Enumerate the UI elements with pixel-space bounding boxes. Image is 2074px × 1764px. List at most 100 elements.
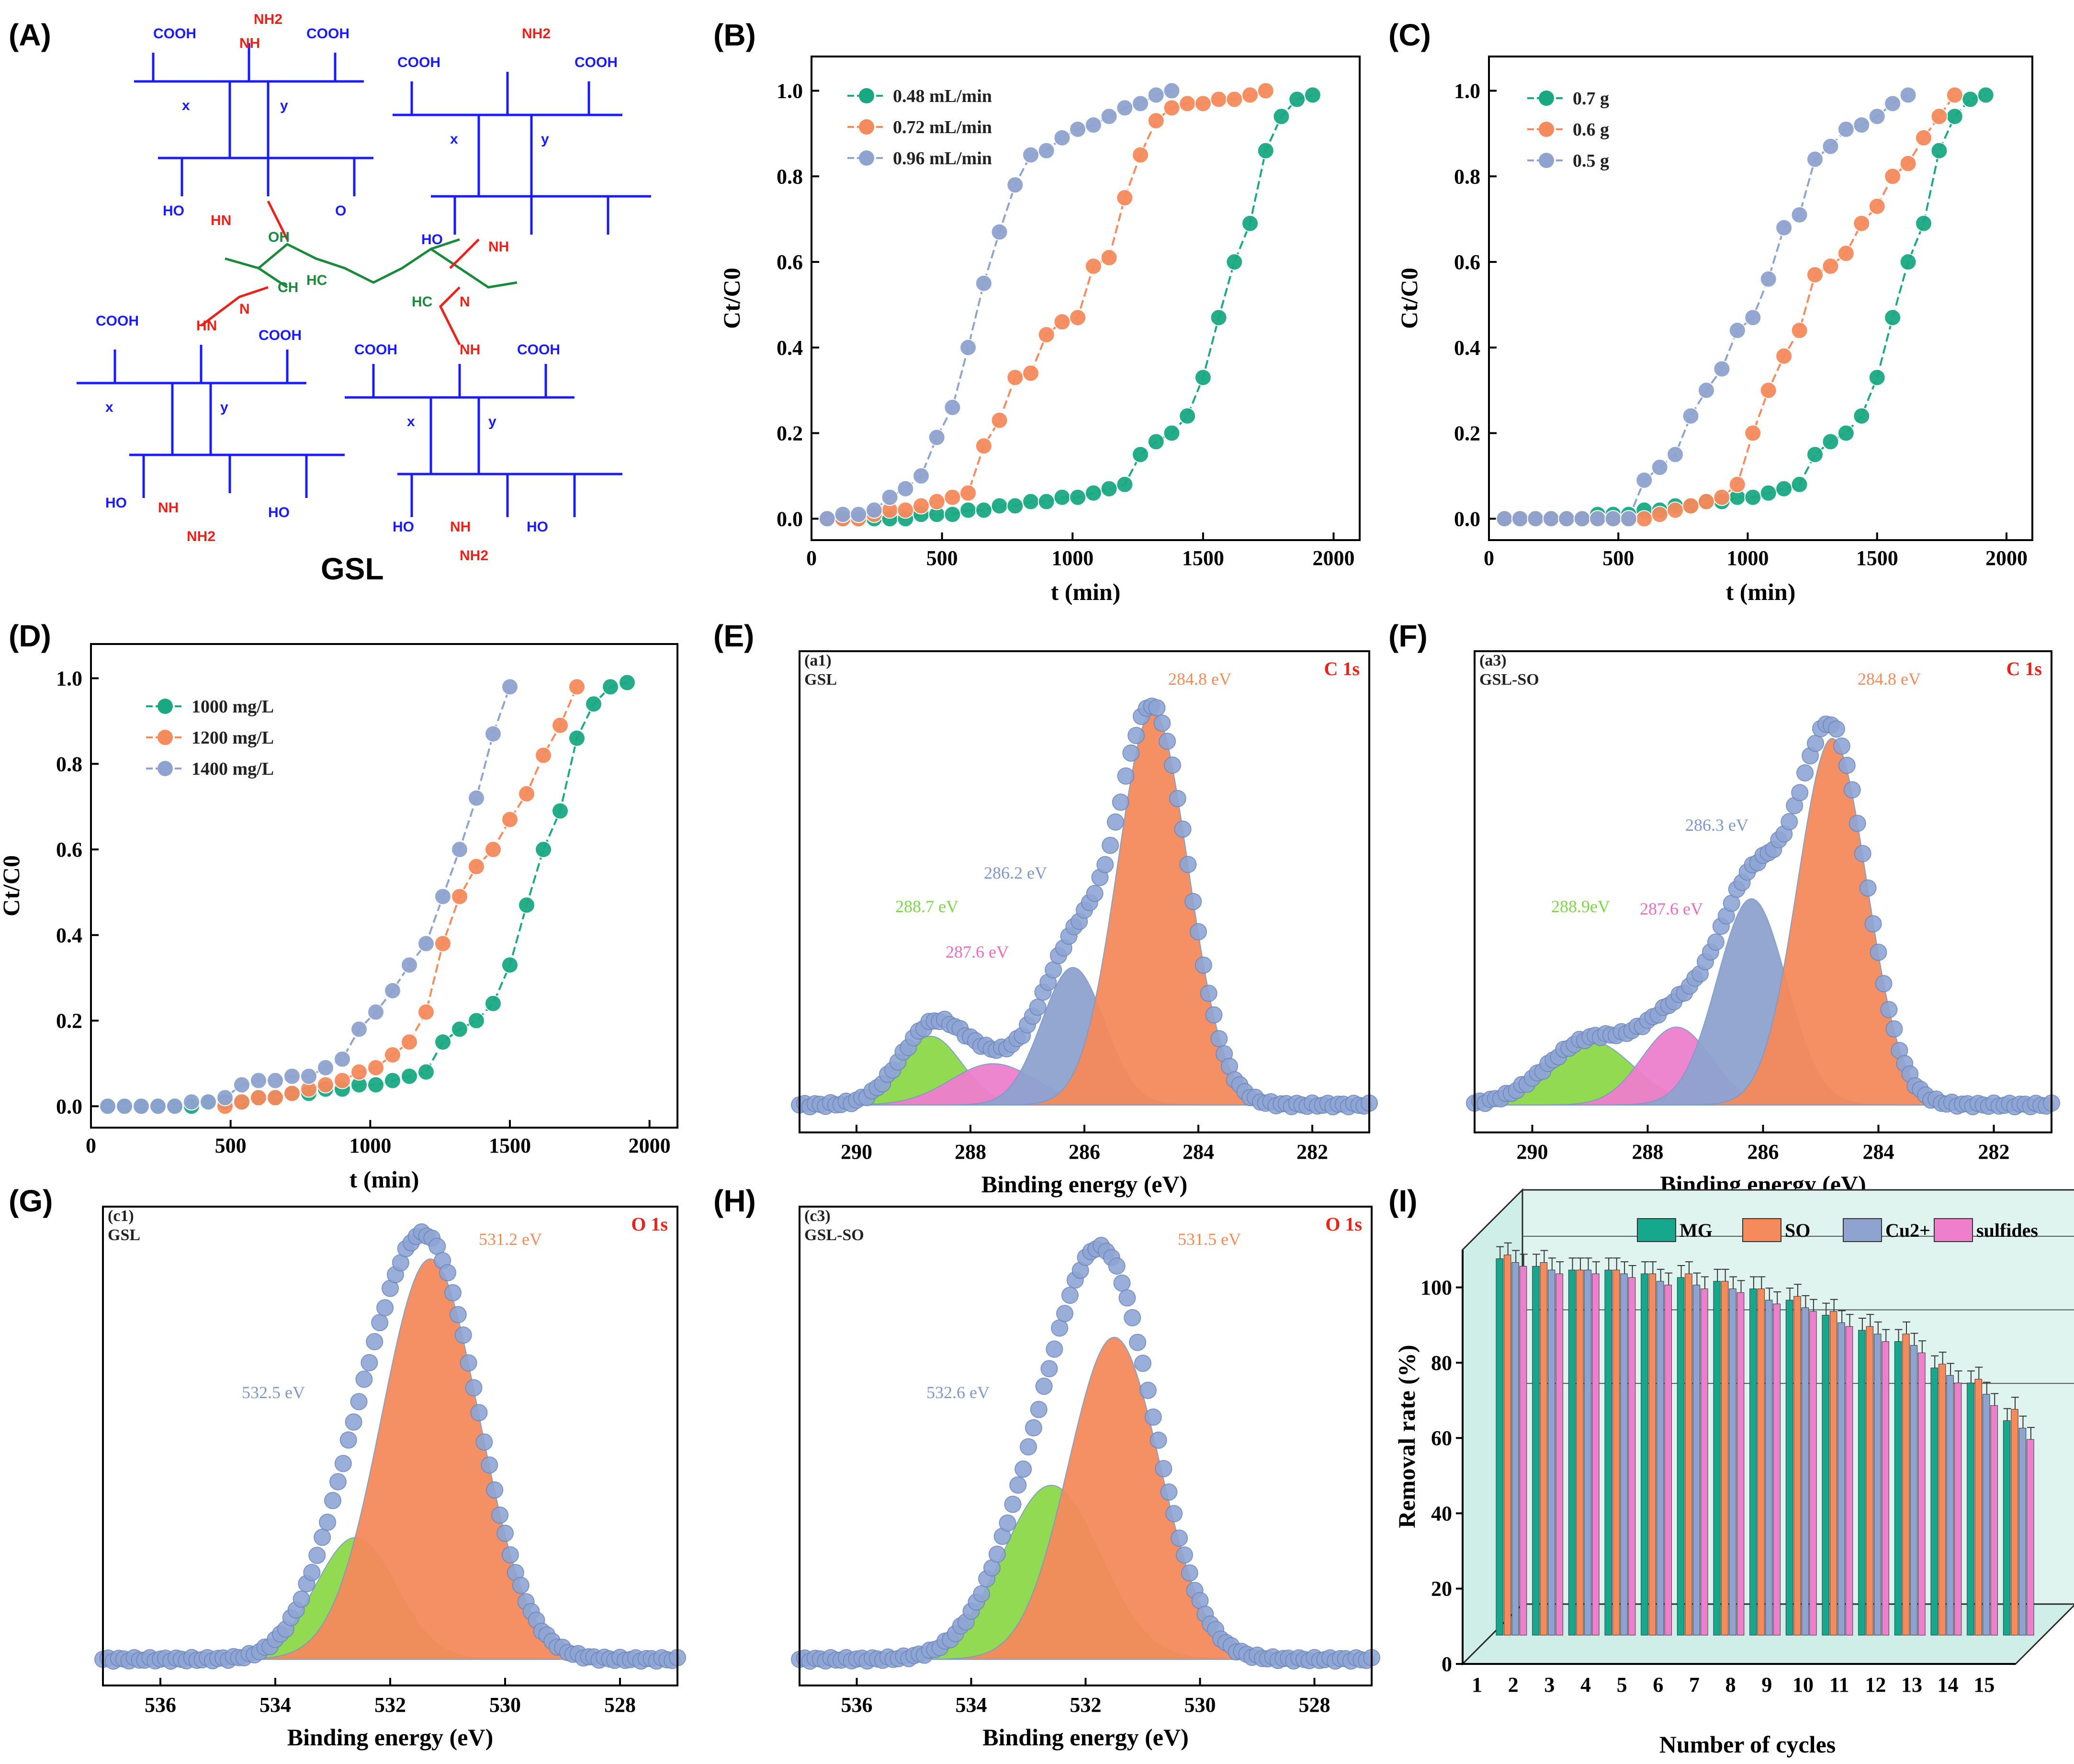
data-point-c [1853,215,1871,232]
x-tick-label-h: 536 [841,1693,873,1717]
data-point-b [1163,424,1181,442]
envelope-point-f [1827,720,1845,738]
x-tick-label-i: 8 [1725,1673,1736,1696]
region-label-g: O 1s [631,1213,668,1235]
data-point-d [350,1020,368,1038]
chem-cooh-6: COOH [259,328,302,343]
y-tick-label-b: 0.2 [777,422,803,445]
chem-y-3: y [220,399,228,415]
legend-label-c: 0.5 g [1573,151,1609,171]
x-tick-label-e: 282 [1296,1140,1328,1164]
envelope-point-h [1046,1340,1063,1358]
chem-hc-2: HC [412,294,432,310]
data-point-d [384,982,401,999]
data-point-c [1806,150,1824,168]
envelope-point-g [361,1354,378,1371]
envelope-point-e [1122,744,1140,762]
legend-marker-b [859,88,874,103]
chem-cooh-8: COOH [517,342,560,358]
x-tick-label-i: 12 [1865,1673,1886,1696]
data-point-c [1728,322,1746,339]
data-point-d [384,1046,401,1064]
chem-cooh-7: COOH [354,342,397,358]
legend-marker-b [859,119,874,135]
data-point-d [468,789,485,807]
chem-cooh-5: COOH [96,313,139,329]
chem-ho-2: HO [421,232,443,248]
envelope-point-g [334,1455,352,1472]
data-point-b [1006,497,1024,515]
data-point-b [913,467,930,485]
data-point-c [1806,266,1824,283]
bar-i [1548,1269,1556,1636]
envelope-point-e [1169,790,1186,807]
panel-label-c: (C) [1388,18,1431,52]
data-point-c [1728,475,1746,493]
data-point-b [850,506,868,523]
x-tick-label-g: 530 [489,1693,521,1717]
data-point-c [1837,120,1855,138]
data-point-b [1022,146,1039,164]
data-point-b [913,497,930,515]
x-tick-label-c: 500 [1602,546,1634,570]
data-point-b [1069,309,1087,327]
envelope-point-f [1880,1001,1898,1018]
data-point-d [417,935,435,952]
envelope-point-h [1030,1401,1048,1418]
data-point-b [881,488,899,506]
envelope-point-h [1051,1319,1069,1337]
peak-label-f: 284.8 eV [1858,669,1921,689]
data-point-b [1084,257,1102,275]
data-point-d [267,1089,284,1107]
data-point-b [1006,369,1024,386]
bar-i [1809,1311,1817,1636]
data-point-b [1147,112,1165,130]
y-tick-label-d: 0.4 [56,924,82,947]
chem-labels: COOH NH2 NH COOH NH2 COOH COOH HO HN O H… [96,11,618,564]
envelope-point-f [1859,879,1877,897]
data-point-d [401,956,418,974]
data-point-b [1132,446,1149,464]
data-point-c [1884,309,1902,327]
bar-i [1519,1266,1527,1636]
plot-frame-b [811,56,1361,541]
data-point-d [200,1093,217,1111]
panel-label-i: (I) [1388,1184,1417,1218]
envelope-point-h [1165,1505,1183,1523]
legend-swatch-i [1742,1218,1781,1242]
data-point-c [1635,510,1653,528]
envelope-point-g [470,1404,488,1422]
envelope-point-g [303,1563,321,1581]
envelope-point-h [1025,1419,1042,1436]
data-point-b [1084,116,1102,134]
bar-i [2003,1420,2011,1636]
bar-i [1793,1296,1801,1636]
data-point-d [535,746,552,764]
data-point-c [1946,86,1963,104]
data-point-d [250,1089,267,1107]
data-point-d [367,1059,384,1076]
data-point-b [1241,215,1259,232]
envelope-point-e [1029,998,1047,1016]
data-point-d [501,678,518,696]
data-point-d [602,678,619,696]
data-point-c [1775,219,1793,237]
data-point-d [417,1003,435,1021]
bar-i [1974,1379,1983,1636]
data-point-d [233,1093,250,1111]
envelope-point-g [465,1379,483,1397]
legend-label-i: SO [1785,1220,1810,1241]
x-tick-label-c: 1500 [1856,546,1898,570]
data-point-d [535,841,552,859]
sample-code-g: (c1) [108,1207,134,1225]
envelope-point-h [1129,1334,1147,1351]
envelope-point-e [1086,884,1104,902]
data-point-c [1744,424,1762,442]
peak-label-e: 287.6 eV [946,942,1009,961]
legend-label-b: 0.48 mL/min [893,86,992,106]
data-point-d [216,1089,234,1107]
data-point-c [1899,155,1917,172]
data-point-b [1100,108,1118,125]
data-point-b [944,398,961,416]
bar-i [1749,1289,1757,1636]
